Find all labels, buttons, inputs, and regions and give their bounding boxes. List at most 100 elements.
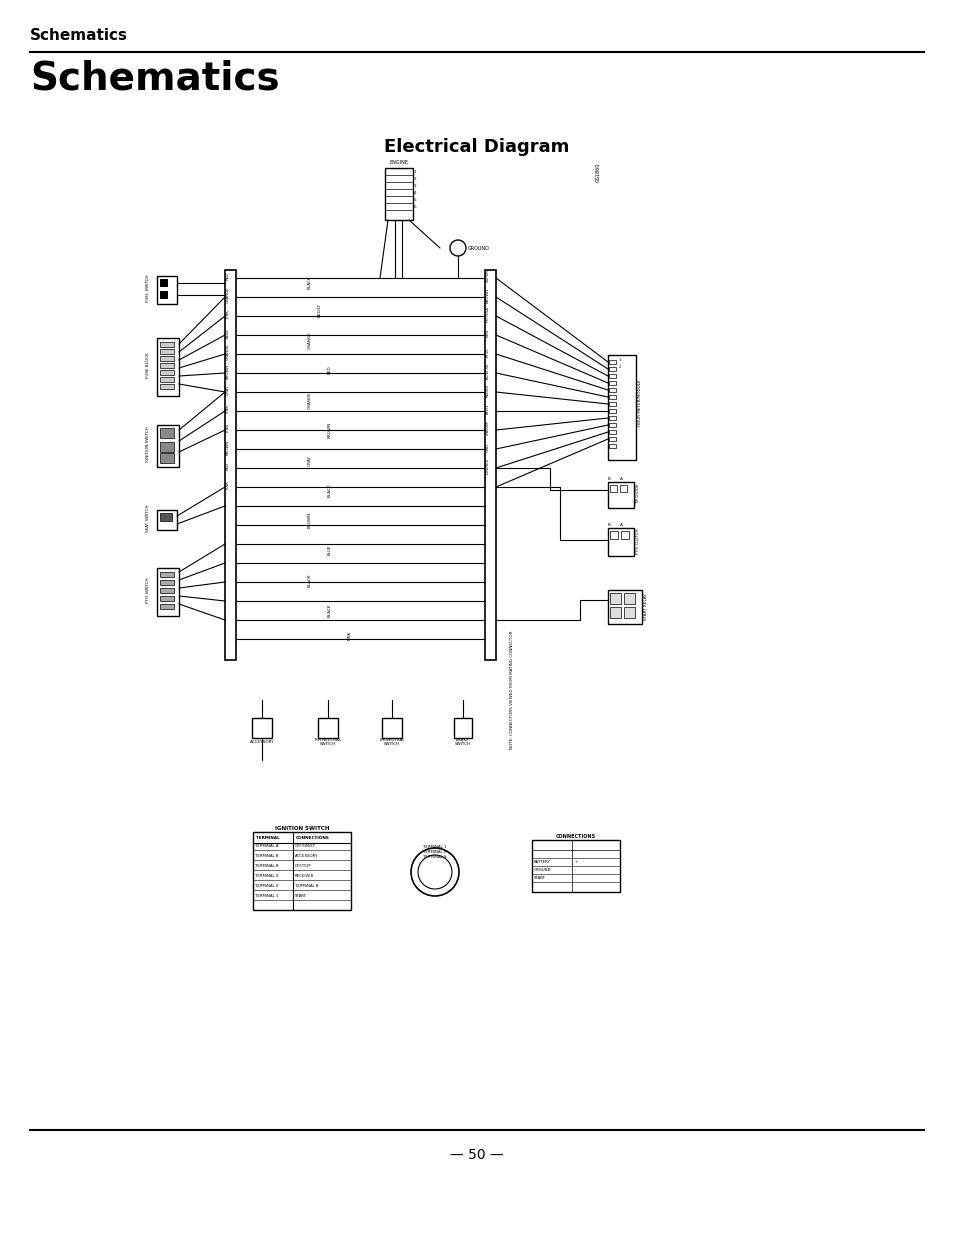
Bar: [608, 430, 616, 433]
Text: 5: 5: [414, 198, 416, 203]
Text: BLUE: BLUE: [226, 329, 230, 338]
Text: SUPER: SUPER: [485, 269, 490, 283]
Text: BRAKE
SWITCH: BRAKE SWITCH: [455, 737, 471, 746]
Text: RT15: RT15: [485, 347, 490, 357]
Text: BROWN: BROWN: [226, 363, 230, 379]
Bar: [532, 840, 619, 892]
Text: 6: 6: [414, 205, 416, 209]
Text: PINK: PINK: [226, 480, 230, 489]
Text: FUSE BLOCK: FUSE BLOCK: [146, 352, 150, 378]
Text: TERMINAL: TERMINAL: [255, 836, 279, 840]
Bar: [385, 168, 413, 220]
Text: RECEIVER: RECEIVER: [294, 874, 314, 878]
Text: A: A: [619, 477, 622, 480]
Bar: [620, 531, 628, 538]
Text: BROWN: BROWN: [226, 440, 230, 454]
Text: START RELAY: START RELAY: [643, 594, 647, 620]
Bar: [609, 593, 620, 604]
Bar: [454, 718, 472, 739]
Bar: [607, 590, 641, 624]
Bar: [607, 482, 634, 508]
Text: B: B: [607, 477, 610, 480]
Text: GROUND: GROUND: [534, 868, 551, 872]
Text: IGNITION SWITCH: IGNITION SWITCH: [146, 426, 150, 462]
Text: 3: 3: [414, 184, 416, 188]
Bar: [157, 568, 179, 616]
Text: START: START: [294, 894, 307, 898]
Bar: [160, 279, 167, 287]
Text: CONNECTIONS: CONNECTIONS: [556, 834, 596, 839]
Text: 2: 2: [618, 366, 620, 369]
Text: IGN/RED: IGN/RED: [485, 458, 490, 474]
Text: 2/BLUM: 2/BLUM: [485, 421, 490, 435]
Text: BLACK: BLACK: [308, 573, 312, 587]
Text: RED/LT: RED/LT: [317, 303, 322, 317]
Text: 1: 1: [618, 358, 620, 362]
Text: AFD1: AFD1: [485, 404, 490, 414]
Text: 2: 2: [414, 177, 416, 182]
Text: TERMINAL B: TERMINAL B: [294, 884, 318, 888]
Bar: [608, 388, 616, 391]
Text: ENGINE: ENGINE: [389, 159, 408, 164]
Text: ORANGE: ORANGE: [308, 331, 312, 348]
Bar: [619, 485, 626, 492]
Text: BROWN: BROWN: [328, 422, 332, 438]
Bar: [484, 270, 496, 659]
Bar: [623, 606, 635, 618]
Text: BLACK: BLACK: [328, 483, 332, 496]
Bar: [607, 354, 636, 459]
Bar: [157, 425, 179, 467]
Text: PINK: PINK: [226, 405, 230, 414]
Text: FUEL SWITCH: FUEL SWITCH: [146, 274, 150, 301]
Text: 4: 4: [414, 191, 416, 195]
Bar: [157, 275, 177, 304]
Bar: [160, 342, 173, 347]
Text: GND: GND: [485, 442, 490, 452]
Text: PINK: PINK: [226, 424, 230, 432]
Text: PTO CLUTCH: PTO CLUTCH: [636, 529, 639, 553]
Bar: [160, 356, 173, 361]
Bar: [609, 606, 620, 618]
Bar: [160, 588, 173, 593]
Text: PINK: PINK: [348, 630, 352, 640]
Bar: [160, 350, 173, 354]
Text: NYG: NYG: [485, 329, 490, 337]
Text: CONNECTIONS: CONNECTIONS: [295, 836, 330, 840]
Bar: [607, 529, 634, 556]
Text: Schematics: Schematics: [30, 28, 128, 43]
Bar: [160, 377, 173, 382]
Text: SEAT SWITCH: SEAT SWITCH: [146, 504, 150, 532]
Text: TIP DIODE: TIP DIODE: [636, 484, 639, 504]
Text: TERMINAL S: TERMINAL S: [254, 884, 278, 888]
Text: ACW 30: ACW 30: [485, 363, 490, 379]
Bar: [609, 485, 617, 492]
Text: NOTE: CONNECTORS VIEWED FROM MATING CONNECTOR: NOTE: CONNECTORS VIEWED FROM MATING CONN…: [510, 631, 514, 750]
Bar: [160, 597, 173, 601]
Bar: [160, 453, 173, 463]
Text: HOT15A: HOT15A: [485, 306, 490, 322]
Text: TERMINAL 1: TERMINAL 1: [423, 845, 446, 848]
Text: RH NEUTRAL
SWITCH: RH NEUTRAL SWITCH: [314, 737, 341, 746]
Bar: [160, 572, 173, 577]
Text: GRAY: GRAY: [226, 385, 230, 395]
Bar: [252, 718, 272, 739]
Text: BLUE: BLUE: [328, 545, 332, 556]
Bar: [160, 604, 173, 609]
Bar: [160, 370, 173, 375]
Bar: [160, 429, 173, 438]
Bar: [608, 437, 616, 441]
Text: PINK: PINK: [226, 310, 230, 319]
Text: GROUND: GROUND: [468, 246, 489, 251]
Bar: [608, 424, 616, 427]
Text: IGNITION SWITCH: IGNITION SWITCH: [274, 825, 329, 830]
Text: BLACK: BLACK: [308, 275, 312, 289]
Bar: [608, 367, 616, 370]
Bar: [608, 359, 616, 364]
Text: TERMINAL A: TERMINAL A: [254, 844, 278, 848]
Text: RED: RED: [226, 272, 230, 280]
Bar: [608, 395, 616, 399]
Text: TERMINAL B: TERMINAL B: [254, 853, 278, 858]
Text: HOUR METER/MODULE: HOUR METER/MODULE: [638, 379, 641, 426]
Bar: [608, 403, 616, 406]
Bar: [160, 291, 167, 298]
